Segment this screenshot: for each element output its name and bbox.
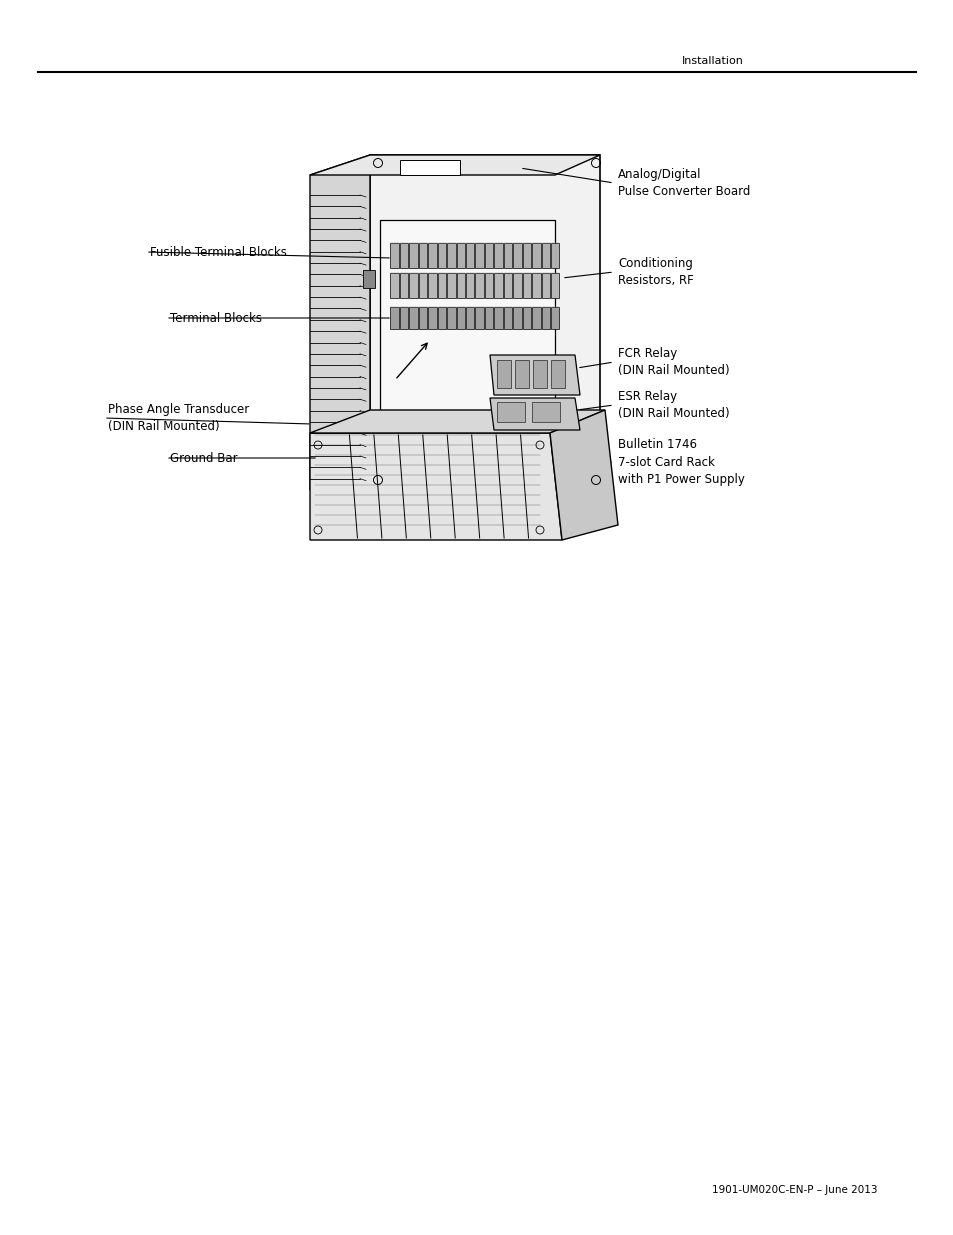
Bar bbox=[484, 273, 493, 298]
Bar bbox=[513, 273, 521, 298]
Bar bbox=[522, 242, 531, 268]
Polygon shape bbox=[370, 156, 599, 490]
Text: Analog/Digital
Pulse Converter Board: Analog/Digital Pulse Converter Board bbox=[618, 168, 750, 198]
Bar bbox=[399, 308, 408, 329]
Bar bbox=[428, 308, 436, 329]
Bar bbox=[551, 308, 558, 329]
Bar bbox=[447, 308, 456, 329]
Polygon shape bbox=[310, 433, 561, 540]
Bar bbox=[447, 242, 456, 268]
Text: 1901-UM020C-EN-P – June 2013: 1901-UM020C-EN-P – June 2013 bbox=[712, 1186, 877, 1195]
Bar bbox=[532, 242, 540, 268]
Bar bbox=[475, 242, 483, 268]
Bar bbox=[551, 242, 558, 268]
Bar bbox=[494, 273, 502, 298]
Text: Conditioning
Resistors, RF: Conditioning Resistors, RF bbox=[618, 257, 693, 287]
Polygon shape bbox=[550, 410, 618, 540]
Bar bbox=[484, 242, 493, 268]
Bar bbox=[503, 308, 512, 329]
Bar bbox=[533, 359, 546, 388]
Polygon shape bbox=[490, 398, 579, 430]
Bar bbox=[428, 273, 436, 298]
Bar bbox=[390, 242, 398, 268]
Bar bbox=[399, 273, 408, 298]
Bar bbox=[466, 242, 474, 268]
Bar bbox=[447, 273, 456, 298]
Polygon shape bbox=[310, 156, 599, 175]
Text: Phase Angle Transducer
(DIN Rail Mounted): Phase Angle Transducer (DIN Rail Mounted… bbox=[108, 403, 249, 433]
Bar bbox=[437, 273, 446, 298]
Bar bbox=[494, 308, 502, 329]
Bar bbox=[497, 403, 524, 422]
Bar bbox=[437, 308, 446, 329]
Bar bbox=[409, 273, 417, 298]
Bar bbox=[456, 308, 464, 329]
Text: Bulletin 1746
7-slot Card Rack
with P1 Power Supply: Bulletin 1746 7-slot Card Rack with P1 P… bbox=[618, 438, 744, 485]
Bar bbox=[418, 308, 427, 329]
Bar bbox=[541, 273, 550, 298]
Text: Installation: Installation bbox=[681, 56, 743, 65]
Bar bbox=[503, 242, 512, 268]
Text: ESR Relay
(DIN Rail Mounted): ESR Relay (DIN Rail Mounted) bbox=[618, 390, 729, 420]
Bar bbox=[475, 308, 483, 329]
Bar bbox=[437, 242, 446, 268]
Bar bbox=[522, 308, 531, 329]
Bar bbox=[532, 308, 540, 329]
Bar bbox=[503, 273, 512, 298]
Bar bbox=[522, 273, 531, 298]
Text: FCR Relay
(DIN Rail Mounted): FCR Relay (DIN Rail Mounted) bbox=[618, 347, 729, 377]
Bar bbox=[456, 273, 464, 298]
Bar bbox=[399, 242, 408, 268]
Bar bbox=[475, 273, 483, 298]
Bar bbox=[513, 308, 521, 329]
Bar bbox=[494, 242, 502, 268]
Bar bbox=[409, 242, 417, 268]
Bar bbox=[466, 273, 474, 298]
Polygon shape bbox=[490, 354, 579, 395]
Bar bbox=[513, 242, 521, 268]
Bar bbox=[428, 242, 436, 268]
Bar bbox=[515, 359, 529, 388]
Bar bbox=[541, 242, 550, 268]
Bar bbox=[484, 308, 493, 329]
Bar bbox=[551, 273, 558, 298]
Bar bbox=[390, 308, 398, 329]
Bar bbox=[541, 308, 550, 329]
Bar bbox=[532, 403, 559, 422]
Polygon shape bbox=[310, 156, 370, 490]
Text: Fusible Terminal Blocks: Fusible Terminal Blocks bbox=[150, 246, 287, 258]
Bar bbox=[418, 242, 427, 268]
Bar bbox=[532, 273, 540, 298]
Polygon shape bbox=[310, 410, 604, 433]
Bar bbox=[399, 161, 459, 175]
Bar bbox=[363, 270, 375, 288]
Bar bbox=[497, 359, 511, 388]
Bar bbox=[418, 273, 427, 298]
Bar bbox=[390, 273, 398, 298]
Bar bbox=[379, 220, 555, 450]
Bar bbox=[409, 308, 417, 329]
Bar bbox=[551, 359, 564, 388]
Bar bbox=[466, 308, 474, 329]
Bar bbox=[456, 242, 464, 268]
Text: Ground Bar: Ground Bar bbox=[170, 452, 237, 464]
Text: Terminal Blocks: Terminal Blocks bbox=[170, 311, 262, 325]
